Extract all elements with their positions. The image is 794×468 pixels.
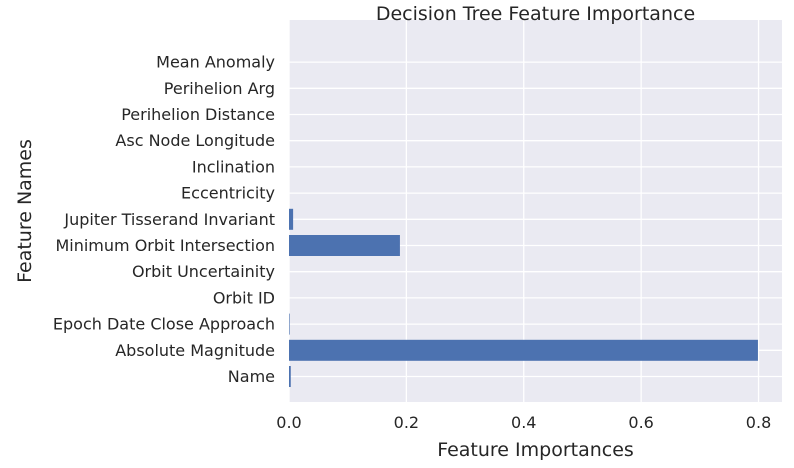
y-tick-labels: Name Absolute Magnitude Epoch Date Close A… [53,53,275,386]
x-tick-label: 0.6 [628,413,653,432]
bar-jupiter-tisserand-invariant [289,208,294,230]
bars [289,208,758,387]
x-tick-label: 0.0 [276,413,301,432]
y-tick-label: Perihelion Arg [164,79,275,98]
x-axis-title: Feature Importances [437,439,634,461]
y-tick-label: Asc Node Longitude [115,131,275,150]
y-tick-label: Epoch Date Close Approach [53,315,275,334]
y-tick-label: Jupiter Tisserand Invariant [63,210,275,229]
x-tick-label: 0.4 [511,413,536,432]
bar-epoch-date-close-approach [289,313,290,335]
chart-title: Decision Tree Feature Importance [376,3,695,25]
y-tick-label: Orbit Uncertainity [132,262,275,281]
x-tick-labels: 0.0 0.2 0.4 0.6 0.8 [276,413,771,432]
plot-area [289,20,782,402]
y-tick-label: Absolute Magnitude [115,341,275,360]
y-axis-title: Feature Names [14,139,36,283]
y-tick-label: Name [228,367,275,386]
y-tick-label: Eccentricity [181,184,275,203]
x-tick-label: 0.8 [746,413,771,432]
y-tick-label: Orbit ID [213,288,275,307]
bar-absolute-magnitude [289,339,758,361]
bar-name [289,366,291,387]
y-tick-label: Inclination [192,157,275,176]
y-tick-label: Mean Anomaly [156,53,275,72]
y-tick-label: Minimum Orbit Intersection [55,236,275,255]
grid-lines [288,20,782,402]
bar-minimum-orbit-intersection [289,235,400,256]
y-tick-label: Perihelion Distance [121,105,275,124]
x-tick-label: 0.2 [394,413,419,432]
